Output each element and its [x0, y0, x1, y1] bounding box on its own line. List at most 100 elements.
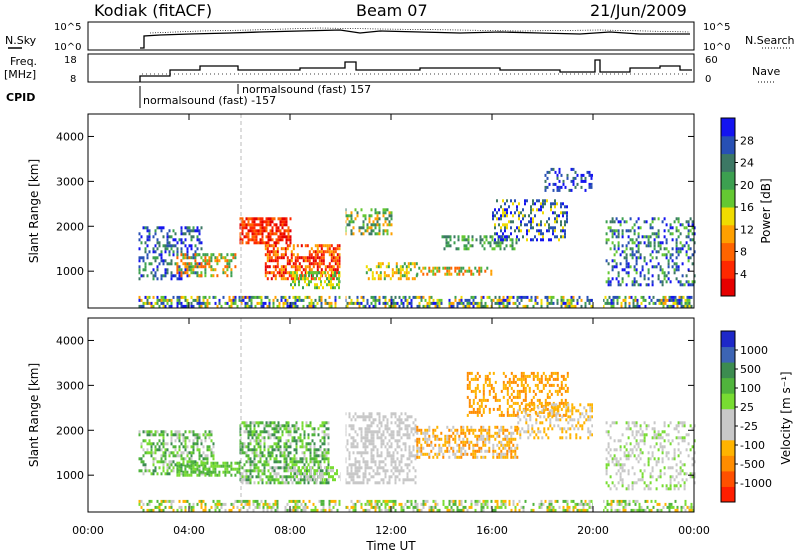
heatmap-cell	[305, 448, 308, 452]
heatmap-cell	[184, 508, 187, 512]
heatmap-cell	[369, 268, 372, 272]
heatmap-cell	[470, 371, 473, 375]
heatmap-cell	[366, 460, 369, 464]
heatmap-cell	[294, 277, 296, 281]
heatmap-cell	[289, 442, 292, 446]
heatmap-cell	[546, 185, 549, 189]
heatmap-cell	[624, 298, 627, 302]
heatmap-cell	[327, 442, 330, 446]
heatmap-cell	[319, 460, 322, 464]
heatmap-cell	[628, 304, 631, 308]
heatmap-cell	[310, 478, 312, 482]
heatmap-cell	[364, 463, 367, 467]
heatmap-cell	[627, 457, 630, 461]
heatmap-cell	[156, 430, 159, 434]
heatmap-cell	[140, 499, 143, 503]
heatmap-cell	[552, 167, 555, 171]
heatmap-cell	[474, 374, 477, 378]
heatmap-cell	[542, 235, 544, 239]
heatmap-cell	[498, 398, 501, 402]
heatmap-cell	[520, 220, 522, 224]
heatmap-cell	[273, 442, 276, 446]
heatmap-cell	[517, 409, 520, 413]
heatmap-cell	[612, 304, 615, 308]
heatmap-cell	[354, 418, 357, 422]
heatmap-cell	[394, 412, 397, 416]
heatmap-cell	[309, 424, 312, 428]
heatmap-cell	[659, 472, 662, 476]
heatmap-cell	[640, 295, 643, 299]
heatmap-cell	[581, 427, 584, 431]
heatmap-cell	[482, 395, 485, 399]
heatmap-cell	[146, 301, 149, 305]
heatmap-cell	[551, 409, 554, 413]
heatmap-cell	[190, 445, 193, 449]
heatmap-cell	[460, 452, 463, 456]
heatmap-cell	[590, 304, 593, 308]
heatmap-cell	[277, 241, 280, 245]
heatmap-cell	[657, 277, 660, 281]
heatmap-cell	[488, 383, 491, 387]
heatmap-cell	[693, 280, 696, 284]
heatmap-cell	[188, 502, 191, 506]
heatmap-cell	[198, 466, 201, 470]
heatmap-cell	[253, 235, 256, 239]
heatmap-cell	[544, 398, 547, 402]
heatmap-cell	[271, 427, 274, 431]
heatmap-cell	[196, 469, 199, 473]
heatmap-cell	[238, 461, 241, 465]
heatmap-cell	[245, 232, 248, 236]
heatmap-cell	[621, 277, 624, 281]
heatmap-cell	[168, 229, 171, 233]
heatmap-cell	[321, 430, 324, 434]
heatmap-cell	[284, 271, 287, 275]
heatmap-cell	[356, 301, 359, 305]
heatmap-cell	[257, 439, 260, 443]
heatmap-cell	[483, 241, 486, 245]
heatmap-cell	[614, 295, 617, 299]
heatmap-cell	[356, 415, 359, 419]
heatmap-cell	[538, 208, 540, 212]
heatmap-cell	[536, 413, 539, 417]
heatmap-cell	[269, 478, 272, 482]
heatmap-cell	[426, 431, 429, 435]
heatmap-cell	[296, 295, 299, 299]
heatmap-cell	[285, 475, 288, 479]
heatmap-cell	[202, 433, 205, 437]
heatmap-cell	[502, 452, 505, 456]
heatmap-cell	[496, 434, 499, 438]
heatmap-cell	[450, 428, 453, 432]
heatmap-cell	[672, 301, 675, 305]
heatmap-cell	[372, 421, 375, 425]
heatmap-cell	[150, 430, 153, 434]
heatmap-cell	[204, 467, 207, 471]
heatmap-cell	[164, 298, 167, 302]
heatmap-cell	[375, 271, 378, 275]
heatmap-cell	[669, 421, 672, 425]
heatmap-cell	[298, 268, 301, 272]
heatmap-cell	[226, 268, 229, 272]
heatmap-cell	[504, 214, 506, 218]
heatmap-cell	[572, 304, 575, 308]
heatmap-cell	[486, 266, 489, 270]
heatmap-cell	[611, 277, 614, 281]
heatmap-cell	[338, 271, 340, 275]
colorbar-swatch	[721, 224, 735, 244]
heatmap-cell	[164, 451, 167, 455]
heatmap-cell	[176, 247, 179, 251]
heatmap-cell	[506, 389, 509, 393]
heatmap-cell	[283, 448, 286, 452]
heatmap-cell	[529, 433, 532, 437]
heatmap-cell	[146, 229, 149, 233]
heatmap-cell	[607, 271, 610, 275]
heatmap-cell	[520, 389, 523, 393]
heatmap-cell	[529, 415, 532, 419]
heatmap-cell	[251, 451, 254, 455]
heatmap-cell	[643, 442, 646, 446]
heatmap-cell	[148, 232, 151, 236]
heatmap-cell	[158, 502, 161, 506]
heatmap-cell	[204, 268, 207, 272]
heatmap-cell	[562, 235, 564, 239]
heatmap-cell	[384, 457, 387, 461]
heatmap-cell	[388, 445, 391, 449]
